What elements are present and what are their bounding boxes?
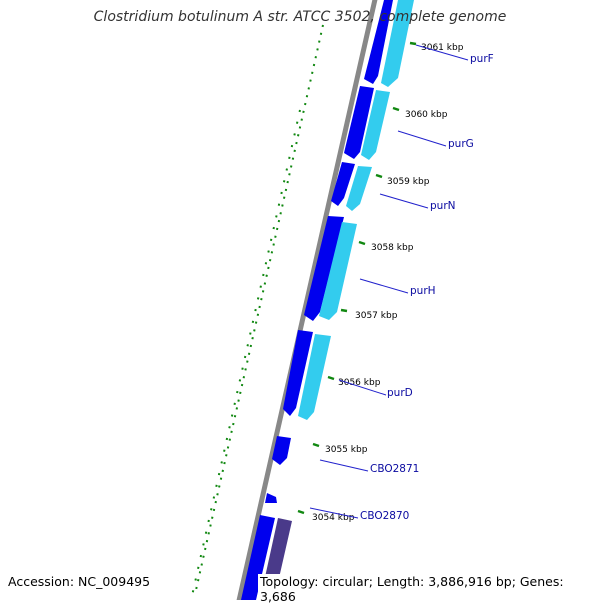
- tick-label-3054: 3054 kbp: [312, 513, 355, 523]
- gene-arrow-purH: [304, 216, 344, 321]
- genome-summary: Topology: circular; Length: 3,886,916 bp…: [258, 574, 600, 604]
- tick-label-3058: 3058 kbp: [371, 243, 414, 253]
- gene-label-purG: purG: [448, 138, 474, 150]
- tick-label-3055: 3055 kbp: [325, 445, 368, 455]
- tick-label-3057: 3057 kbp: [355, 311, 398, 321]
- gene-label-CBO2871: CBO2871: [370, 463, 419, 475]
- gene-label-CBO2870: CBO2870: [360, 510, 409, 522]
- gene-arrow-purD: [283, 330, 313, 416]
- gene-cyan-4: [319, 222, 357, 320]
- gc-dotted-line-outer: [195, 24, 324, 591]
- map-title: Clostridium botulinum A str. ATCC 3502, …: [93, 9, 507, 25]
- gene-block-bottom: [241, 515, 275, 600]
- tick-label-3056: 3056 kbp: [338, 378, 381, 388]
- gene-label-lines: [309, 44, 469, 519]
- gene-arrow-purG: [344, 86, 374, 159]
- gene-arrow-purF: [364, 0, 393, 84]
- gene-label-purD: purD: [387, 387, 413, 399]
- tick-label-3059: 3059 kbp: [387, 177, 430, 187]
- gene-label-purH: purH: [410, 285, 436, 297]
- tick-label-3061: 3061 kbp: [421, 43, 464, 53]
- gene-arrow-CBO2870: [265, 493, 277, 503]
- tick-marks: [297, 41, 417, 515]
- accession-label: Accession: NC_009495: [8, 574, 151, 589]
- tick-label-3060: 3060 kbp: [405, 110, 448, 120]
- gene-cyan-2: [361, 90, 390, 160]
- gene-cyan-1: [381, 0, 414, 87]
- gene-cyan-3: [346, 166, 372, 211]
- gene-arrow-purN: [331, 162, 355, 206]
- gene-label-purN: purN: [430, 200, 456, 212]
- genome-backbone: [236, 0, 378, 600]
- gene-label-purF: purF: [470, 53, 494, 65]
- gene-cyan-5: [298, 334, 331, 420]
- gene-arrow-CBO2871: [272, 436, 291, 465]
